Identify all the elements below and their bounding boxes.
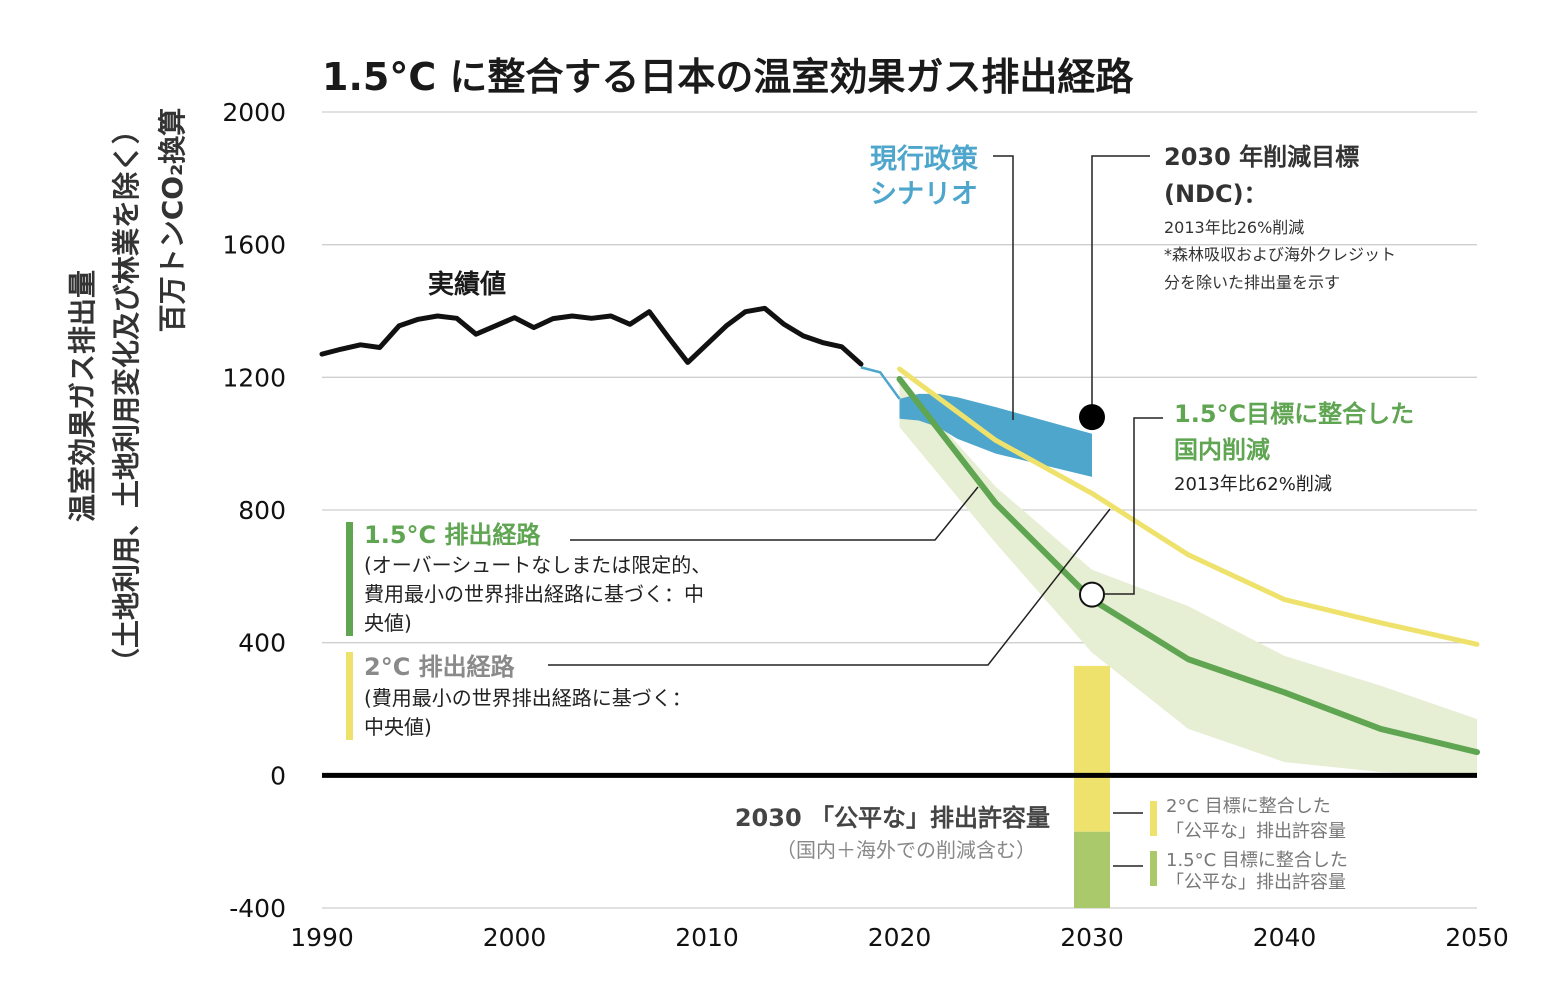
- allowance-2c-bar: [1074, 665, 1110, 832]
- domestic-marker: [1079, 581, 1105, 608]
- leader-lines: [548, 155, 1163, 867]
- legend-bar-2: [346, 652, 353, 740]
- legend-fair-15-line1: 1.5°C 目標に整合した: [1166, 850, 1348, 871]
- y-tick-labels: 2000 1600 1200 800 400 0 -400: [222, 98, 286, 923]
- label-ndc-line5: 分を除いた排出量を示す: [1164, 273, 1340, 292]
- label-domestic-line3: 2013年比62%削減: [1174, 474, 1332, 495]
- legend-15-line1: 1.5°C 排出経路: [364, 521, 541, 549]
- label-fair-line2: （国内＋海外での削減含む）: [776, 838, 1036, 862]
- legend-2-line1: 2°C 排出経路: [364, 653, 516, 681]
- leader-domestic: [1105, 417, 1163, 595]
- range-15-band: [899, 378, 1477, 776]
- legend-2-line2: (費用最小の世界排出経路に基づく：: [364, 686, 692, 710]
- allowance-15c-bar: [1074, 831, 1110, 908]
- policy-transition-line: [860, 366, 901, 400]
- legend-15-line2: (オーバーシュートなしまたは限定的、: [364, 553, 711, 577]
- y-axis-label-line1: 温室効果ガス排出量: [66, 270, 99, 522]
- y-axis-label: 温室効果ガス排出量 （土地利用、土地利用変化及び林業を除く） 百万トンCO₂換算: [66, 108, 189, 676]
- label-ndc-line4: *森林吸収および海外クレジット: [1164, 245, 1396, 264]
- legend-2-line3: 中央値): [364, 715, 432, 739]
- y-axis-label-line2: （土地利用、土地利用変化及び林業を除く）: [110, 116, 143, 676]
- leader-2c: [548, 508, 1111, 666]
- label-policy-line1: 現行政策: [870, 143, 979, 175]
- y-tick-label: 800: [238, 496, 286, 525]
- historical-line: [319, 305, 864, 367]
- x-tick-labels: 1990 2000 2010 2020 2030 2040 2050: [290, 923, 1509, 952]
- x-tick-label: 2000: [483, 923, 547, 952]
- x-tick-label: 2010: [675, 923, 739, 952]
- legend-fair-15-line2: 「公平な」排出許容量: [1166, 872, 1346, 893]
- pathway-2c-line: [897, 366, 1480, 647]
- leader-policy: [993, 155, 1014, 420]
- allowance-bars: [1074, 665, 1110, 908]
- leader-15c: [570, 486, 979, 541]
- label-ndc-line1: 2030 年削減目標: [1164, 143, 1359, 171]
- legend-15-line3: 費用最小の世界排出経路に基づく：中: [364, 582, 704, 606]
- y-axis-label-line3: 百万トンCO₂換算: [156, 108, 189, 333]
- x-tick-label: 2050: [1445, 923, 1509, 952]
- label-domestic-line2: 国内削減: [1174, 436, 1270, 464]
- legend-15-line4: 央値): [364, 611, 412, 635]
- legend-bar-15: [346, 522, 353, 636]
- y-tick-label: 1200: [222, 363, 286, 392]
- markers: [1079, 404, 1105, 608]
- label-domestic-line1: 1.5°C目標に整合した: [1174, 400, 1414, 428]
- label-ndc-line2: (NDC)：: [1164, 180, 1268, 208]
- legend-fair-2-line2: 「公平な」排出許容量: [1166, 821, 1346, 842]
- label-policy-line2: シナリオ: [870, 179, 978, 210]
- label-ndc-line3: 2013年比26%削減: [1164, 218, 1304, 237]
- bands: [860, 366, 1477, 776]
- label-fair-line1: 2030 「公平な」排出許容量: [735, 804, 1050, 832]
- series-lines: [319, 305, 1480, 778]
- y-tick-label: 1600: [222, 231, 286, 260]
- y-tick-label: 0: [270, 761, 286, 790]
- policy-scenario-band: [899, 393, 1092, 477]
- x-tick-label: 2030: [1060, 923, 1124, 952]
- legend-fair-2-bar: [1150, 801, 1157, 836]
- y-tick-label: 400: [238, 629, 286, 658]
- x-tick-label: 2020: [868, 923, 932, 952]
- y-tick-label: -400: [229, 894, 286, 923]
- y-tick-label: 2000: [222, 98, 286, 127]
- chart-title: 1.5°C に整合する日本の温室効果ガス排出経路: [322, 55, 1134, 99]
- ndc-marker: [1079, 404, 1105, 431]
- x-tick-label: 2040: [1253, 923, 1317, 952]
- pathway-15c-line: [896, 375, 1480, 756]
- legend-fair-2-line1: 2°C 目標に整合した: [1166, 796, 1331, 817]
- legend-fair-15-bar: [1150, 851, 1157, 886]
- leader-ndc: [1091, 155, 1150, 410]
- label-historical: 実績値: [428, 269, 506, 300]
- x-tick-label: 1990: [290, 923, 354, 952]
